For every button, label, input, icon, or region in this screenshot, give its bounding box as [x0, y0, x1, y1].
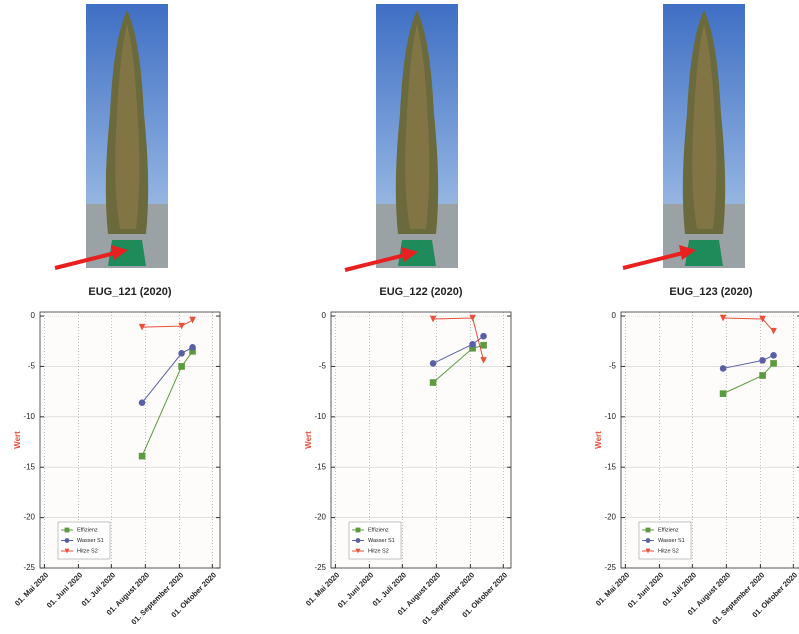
chart-title: EUG_123 (2020) — [669, 286, 752, 298]
y-tick-label: -25 — [23, 563, 35, 572]
figure: EUG_121 (2020)Wert0-5-10-15-20-2501. Mai… — [0, 0, 799, 634]
marker — [65, 538, 70, 543]
legend-label: Hitze S2 — [368, 548, 389, 554]
marker — [139, 399, 146, 406]
y-tick-label: -5 — [609, 362, 617, 371]
y-axis-label: Wert — [304, 431, 313, 449]
legend-label: Effizienz — [77, 527, 98, 533]
x-tick-label: 01. Juni 2020 — [45, 570, 84, 609]
legend-label: Hitze S2 — [77, 548, 98, 554]
marker — [720, 365, 727, 372]
photo-1 — [86, 4, 168, 268]
marker — [139, 453, 146, 460]
y-tick-label: -5 — [319, 362, 327, 371]
legend-label: Wasser S1 — [658, 538, 685, 544]
x-tick-label: 01. Mai 2020 — [13, 570, 50, 607]
x-tick-label: 01. Mai 2020 — [304, 570, 341, 607]
marker — [720, 390, 727, 397]
marker — [178, 363, 185, 370]
marker — [189, 344, 196, 351]
y-tick-label: -15 — [604, 462, 616, 471]
y-tick-label: -25 — [314, 563, 326, 572]
photo-3 — [663, 4, 745, 268]
marker — [430, 360, 437, 367]
x-tick-label: 01. Juni 2020 — [336, 570, 375, 609]
y-tick-label: -25 — [604, 563, 616, 572]
y-tick-label: -20 — [314, 513, 326, 522]
legend-label: Hitze S2 — [658, 548, 679, 554]
y-axis-label: Wert — [594, 431, 603, 449]
marker — [356, 538, 361, 543]
y-tick-label: -10 — [314, 412, 326, 421]
y-tick-label: -15 — [314, 462, 326, 471]
y-tick-label: -5 — [28, 362, 36, 371]
marker — [770, 352, 777, 359]
chart-title: EUG_121 (2020) — [88, 286, 171, 298]
x-tick-label: 01. Mai 2020 — [594, 570, 631, 607]
legend-label: Wasser S1 — [368, 538, 395, 544]
marker — [469, 341, 476, 348]
y-tick-label: -10 — [23, 412, 35, 421]
legend-label: Effizienz — [658, 527, 679, 533]
x-tick-label: 01. Juni 2020 — [626, 570, 665, 609]
legend-label: Effizienz — [368, 527, 389, 533]
y-tick-label: 0 — [31, 311, 36, 320]
marker — [646, 528, 651, 533]
marker — [759, 357, 766, 364]
marker — [646, 538, 651, 543]
marker — [759, 372, 766, 379]
y-tick-label: 0 — [612, 311, 617, 320]
marker — [356, 528, 361, 533]
y-tick-label: 0 — [322, 311, 327, 320]
marker — [178, 350, 185, 357]
marker — [480, 333, 487, 340]
y-tick-label: -20 — [604, 513, 616, 522]
y-tick-label: -20 — [23, 513, 35, 522]
marker — [65, 528, 70, 533]
y-axis-label: Wert — [13, 431, 22, 449]
y-tick-label: -10 — [604, 412, 616, 421]
photo-2 — [376, 4, 458, 268]
y-tick-label: -15 — [23, 462, 35, 471]
chart-title: EUG_122 (2020) — [379, 286, 462, 298]
marker — [480, 342, 487, 349]
marker — [430, 379, 437, 386]
marker — [770, 360, 777, 367]
legend-label: Wasser S1 — [77, 538, 104, 544]
